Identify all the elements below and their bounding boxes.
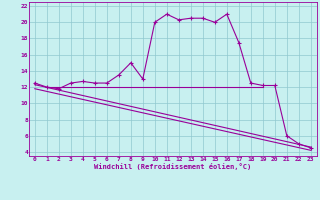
X-axis label: Windchill (Refroidissement éolien,°C): Windchill (Refroidissement éolien,°C) bbox=[94, 163, 252, 170]
